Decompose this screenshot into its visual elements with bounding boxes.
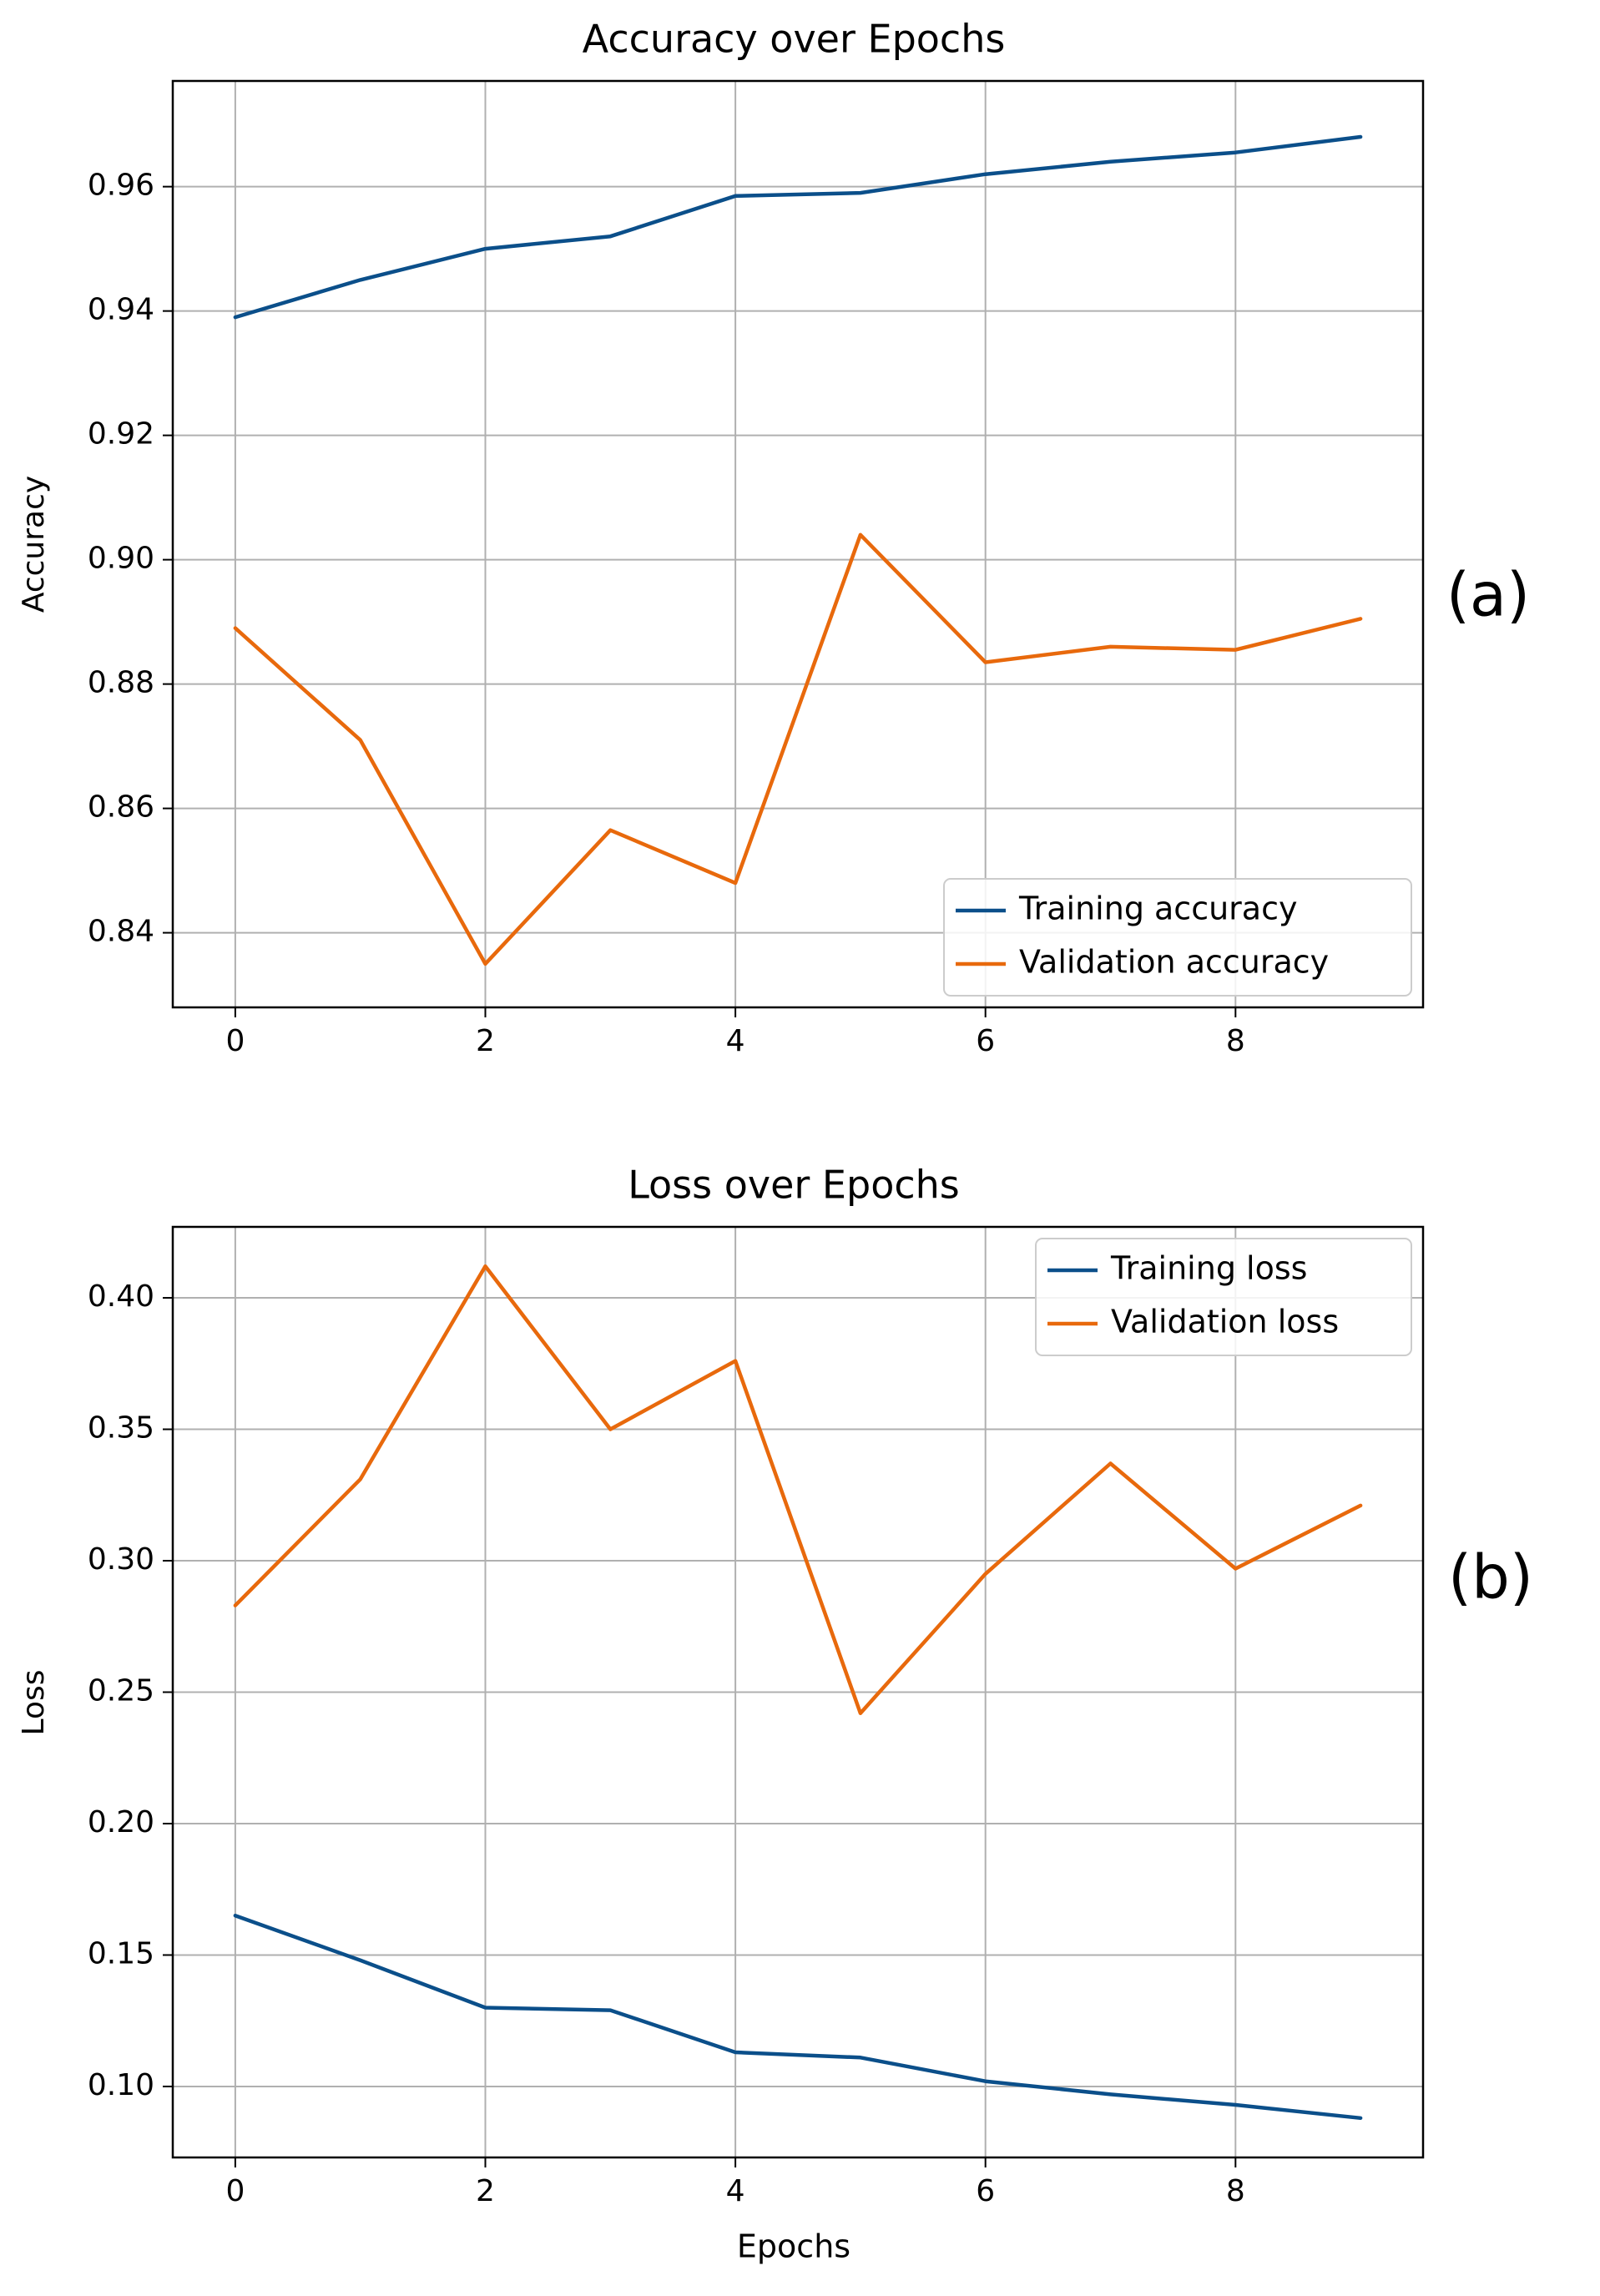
- legend: Training loss Validation loss: [1035, 1238, 1412, 1356]
- x-tick-label: 4: [726, 2174, 745, 2208]
- legend: Training accuracy Validation accuracy: [943, 878, 1412, 997]
- y-tick-label: 0.35: [88, 1411, 154, 1446]
- panel-label: (a): [1446, 560, 1530, 630]
- x-tick-label: 8: [1226, 2174, 1245, 2208]
- series-line-validation: [233, 532, 1363, 966]
- y-tick-label: 0.10: [88, 2068, 154, 2102]
- chart-title: Loss over Epochs: [628, 1163, 960, 1208]
- y-tick-label: 0.96: [88, 169, 154, 203]
- y-tick-label: 0.30: [88, 1542, 154, 1577]
- loss-chart: Loss over Epochs Loss Epochs (b) 0 2 4 6 8 0.…: [17, 1163, 1533, 2265]
- chart-title: Accuracy over Epochs: [583, 17, 1006, 62]
- legend-label: Training accuracy: [1018, 891, 1297, 927]
- legend-label: Validation loss: [1111, 1304, 1339, 1340]
- y-tick-label: 0.84: [88, 915, 154, 949]
- x-tick-label: 0: [225, 2174, 245, 2208]
- plot-frame: [171, 79, 1425, 1009]
- legend-box: [1035, 1238, 1412, 1356]
- series-line-training: [233, 134, 1363, 320]
- accuracy-chart: Accuracy over Epochs Accuracy (a) 0 2 4 6 8 0…: [17, 17, 1530, 1059]
- y-axis-label: Loss: [17, 1670, 51, 1736]
- y-tick-label: 0.86: [88, 790, 154, 825]
- panel-label: (b): [1448, 1542, 1533, 1612]
- legend-box: [943, 878, 1412, 997]
- series-line-training: [233, 1913, 1363, 2121]
- x-axis-label: Epochs: [737, 2228, 850, 2265]
- x-tick-label: 8: [1226, 1024, 1245, 1058]
- x-tick-label: 6: [976, 2174, 995, 2208]
- x-tick-label: 6: [976, 1024, 995, 1058]
- x-tick-label: 2: [476, 2174, 495, 2208]
- y-tick-label: 0.25: [88, 1674, 154, 1708]
- y-tick-label: 0.15: [88, 1936, 154, 1971]
- y-tick-label: 0.92: [88, 417, 154, 452]
- y-tick-label: 0.90: [88, 542, 154, 576]
- legend-label: Validation accuracy: [1019, 944, 1329, 981]
- x-tick-label: 0: [225, 1024, 245, 1058]
- y-tick-label: 0.88: [88, 666, 154, 700]
- x-tick-label: 2: [476, 1024, 495, 1058]
- y-tick-label: 0.20: [88, 1805, 154, 1839]
- series-line-validation: [233, 1264, 1363, 1715]
- y-tick-label: 0.94: [88, 293, 154, 327]
- x-tick-label: 4: [726, 1024, 745, 1058]
- legend-label: Training loss: [1110, 1250, 1307, 1287]
- y-tick-label: 0.40: [88, 1279, 154, 1314]
- y-axis-label: Accuracy: [17, 476, 51, 613]
